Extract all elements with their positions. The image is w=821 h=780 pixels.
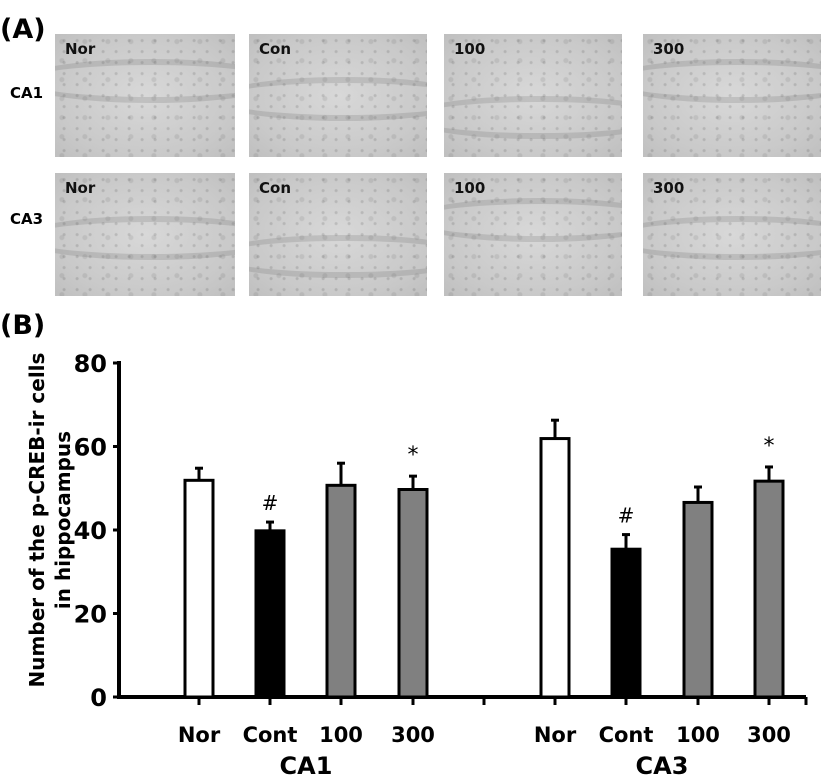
bar-ca1-nor (183, 478, 215, 699)
micrograph-label: 100 (454, 40, 486, 58)
bar-ca3-100 (682, 500, 714, 699)
y-tick-label: 80 (74, 350, 107, 378)
x-tick-label: 300 (747, 723, 791, 747)
bar-ca3-300 (753, 479, 785, 699)
micrograph-label: 100 (454, 179, 486, 197)
micrograph-label: Nor (65, 179, 96, 197)
micrograph-ca3-300: 300 (643, 173, 821, 296)
y-axis-label-line2: in hippocampus (51, 431, 75, 609)
micrograph-ca3-100: 100 (444, 173, 622, 296)
tissue-band (249, 234, 427, 279)
significance-mark: * (408, 443, 419, 468)
micrograph-ca1-nor: Nor (55, 34, 235, 157)
bar-ca3-nor (539, 437, 571, 699)
row-label-ca1: CA1 (10, 84, 44, 102)
bar-ca1-100 (325, 483, 357, 699)
significance-mark: # (262, 491, 279, 515)
tissue-band (444, 197, 622, 242)
bar-ca1-cont (254, 529, 286, 699)
significance-mark: * (764, 434, 775, 459)
y-tick-label: 20 (74, 601, 107, 629)
y-tick-label: 60 (74, 434, 107, 462)
micrograph-label: Con (259, 40, 291, 58)
x-tick-label: Nor (178, 723, 221, 747)
micrograph-ca1-con: Con (249, 34, 427, 157)
tissue-band (643, 58, 821, 103)
x-tick-label: 100 (319, 723, 363, 747)
x-tick-label: Cont (243, 723, 298, 747)
tissue-band (643, 216, 821, 261)
micrograph-label: Con (259, 179, 291, 197)
group-label-ca1: CA1 (280, 752, 333, 780)
tissue-band (444, 95, 622, 140)
micrograph-ca3-nor: Nor (55, 173, 235, 296)
group-label-ca3: CA3 (636, 752, 689, 780)
y-tick-label: 0 (90, 684, 107, 712)
tissue-band (249, 77, 427, 122)
significance-mark: # (618, 504, 635, 528)
panel-a-label: (A) (0, 14, 46, 45)
bar-ca3-cont (610, 547, 642, 699)
x-tick-label: Nor (534, 723, 577, 747)
x-tick-label: 100 (676, 723, 720, 747)
bar-ca1-300 (397, 488, 429, 699)
panel-b-label: (B) (0, 310, 46, 341)
x-tick-label: 300 (391, 723, 435, 747)
y-tick-label: 40 (74, 517, 107, 545)
micrograph-ca3-con: Con (249, 173, 427, 296)
row-label-ca3: CA3 (10, 210, 44, 228)
tissue-band (55, 216, 235, 261)
micrograph-label: Nor (65, 40, 96, 58)
micrograph-ca1-300: 300 (643, 34, 821, 157)
micrograph-label: 300 (653, 40, 685, 58)
y-axis-label-line1: Number of the p-CREB-ir cells (25, 353, 49, 688)
x-tick-label: Cont (599, 723, 654, 747)
micrograph-label: 300 (653, 179, 685, 197)
tissue-band (55, 58, 235, 103)
micrograph-ca1-100: 100 (444, 34, 622, 157)
